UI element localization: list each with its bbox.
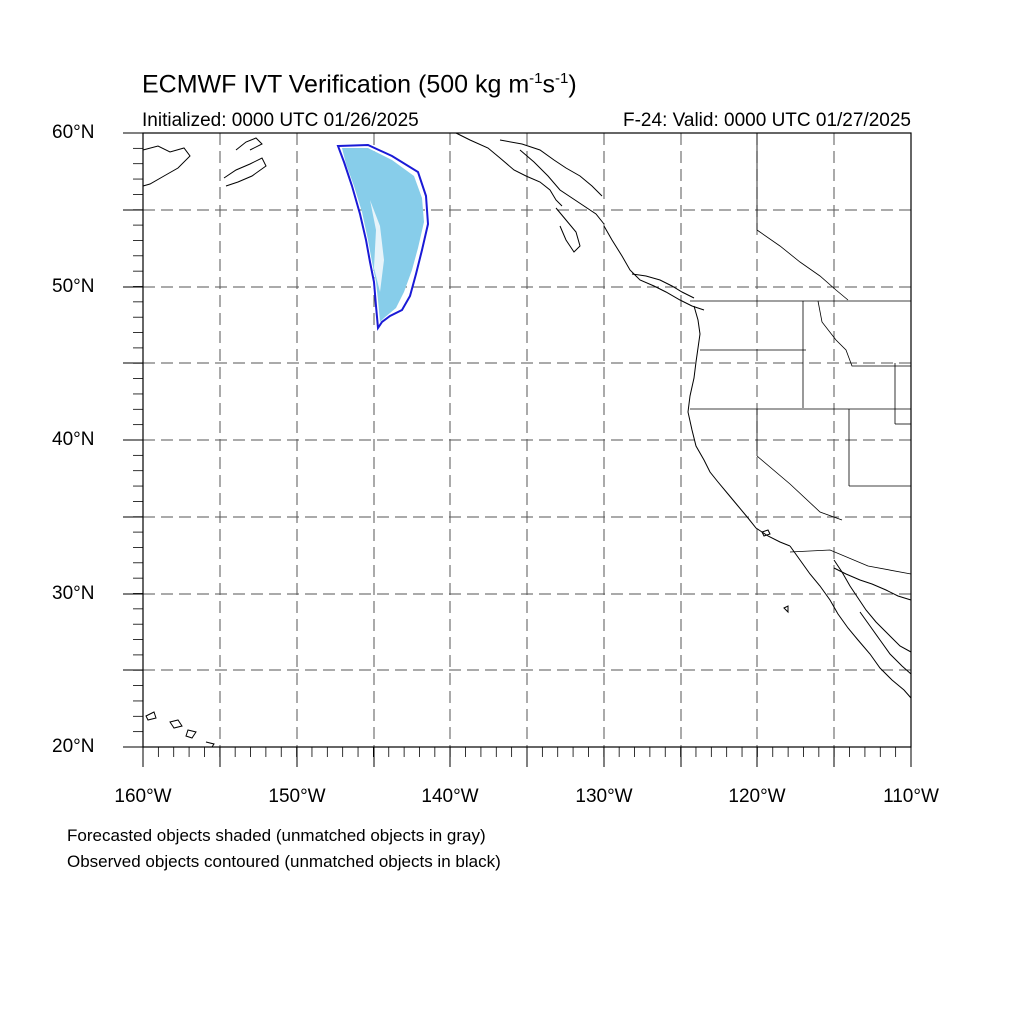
lat-label-20: 20°N xyxy=(52,736,95,757)
forecast-ivt-object xyxy=(342,148,424,322)
minor-lat-ticks xyxy=(133,132,143,748)
lon-label-140w: 140°W xyxy=(421,786,479,807)
lon-label-120w: 120°W xyxy=(728,786,786,807)
coastlines xyxy=(142,132,912,748)
minor-lon-ticks xyxy=(142,747,912,757)
lat-label-30: 30°N xyxy=(52,583,95,604)
lon-label-160w: 160°W xyxy=(114,786,172,807)
legend-observed-note: Observed objects contoured (unmatched ob… xyxy=(67,852,501,871)
initialized-label: Initialized: 0000 UTC 01/26/2025 xyxy=(142,110,419,131)
observed-ivt-contour xyxy=(336,143,430,331)
lat-label-50: 50°N xyxy=(52,276,95,297)
map-title: ECMWF IVT Verification (500 kg m-1s-1) xyxy=(142,70,577,99)
lon-label-110w: 110°W xyxy=(883,786,939,807)
political-borders xyxy=(690,133,912,575)
lat-label-40: 40°N xyxy=(52,429,95,450)
grid-lines xyxy=(143,133,911,747)
legend-forecast-note: Forecasted objects shaded (unmatched obj… xyxy=(67,826,486,845)
lon-label-130w: 130°W xyxy=(575,786,633,807)
lat-label-60: 60°N xyxy=(52,122,95,143)
valid-time-label: F-24: Valid: 0000 UTC 01/27/2025 xyxy=(623,110,911,131)
lon-label-150w: 150°W xyxy=(268,786,326,807)
